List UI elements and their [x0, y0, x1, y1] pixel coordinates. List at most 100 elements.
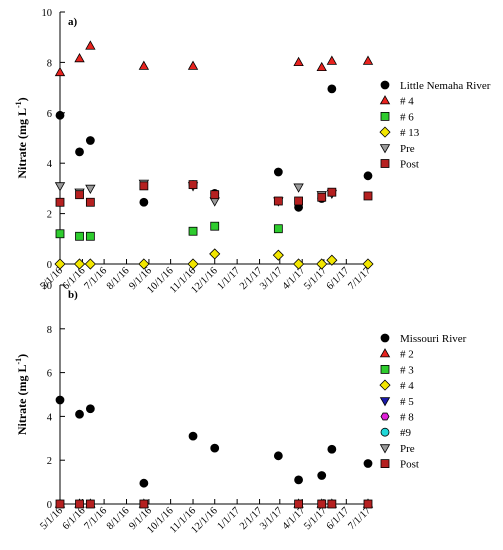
- legend-marker: [380, 459, 390, 469]
- legend-label: Pre: [400, 443, 415, 455]
- legend-label: # 8: [400, 412, 414, 424]
- legend-marker: [379, 126, 391, 138]
- legend-label: # 5: [400, 396, 414, 408]
- legend-label: Post: [400, 159, 419, 171]
- data-point: [55, 229, 65, 239]
- legend-label: Pre: [400, 143, 415, 155]
- x-tick-label: 7/1/16: [82, 265, 109, 292]
- data-point: [85, 197, 95, 207]
- series-3: [54, 248, 374, 270]
- x-tick-label: 3/1/17: [258, 265, 285, 292]
- data-point: [187, 60, 199, 70]
- x-tick-label: 4/1/17: [281, 265, 308, 292]
- y-tick-label: 0: [47, 260, 52, 271]
- legend-marker: [379, 379, 391, 391]
- data-point: [293, 183, 304, 193]
- legend-label: #9: [400, 427, 412, 439]
- x-tick-label: 1/1/17: [215, 505, 242, 532]
- x-tick-label: 5/1/17: [302, 265, 329, 292]
- legend-label: # 13: [400, 127, 420, 139]
- data-point: [363, 459, 373, 468]
- y-tick-label: 10: [42, 8, 53, 19]
- data-point: [139, 197, 149, 207]
- y-tick-label: 4: [47, 159, 53, 170]
- legend-label: # 6: [400, 111, 414, 123]
- data-point: [293, 56, 304, 66]
- data-point: [188, 431, 198, 441]
- data-point: [317, 192, 327, 202]
- x-tick-label: 6/1/17: [325, 505, 352, 532]
- data-point: [85, 136, 95, 145]
- data-point: [316, 61, 327, 72]
- x-tick-label: 6/1/17: [325, 265, 352, 292]
- data-point: [363, 171, 373, 181]
- x-tick-label: 8/1/16: [105, 505, 132, 532]
- y-tick-label: 2: [47, 456, 52, 467]
- data-point: [85, 404, 95, 414]
- x-tick-label: 8/1/16: [105, 265, 132, 292]
- x-tick-label: 7/1/17: [346, 505, 373, 532]
- legend: Little Nemaha River # 4 # 6 # 13 Pre Post: [379, 80, 491, 171]
- data-point: [317, 499, 327, 509]
- data-point: [55, 395, 65, 405]
- data-point: [139, 181, 149, 191]
- panel-label: b): [68, 289, 78, 301]
- data-point: [138, 258, 150, 270]
- data-point: [54, 182, 66, 192]
- chart-panel-b: 02468105/1/166/1/167/1/168/1/169/1/1610/…: [14, 281, 467, 536]
- legend-label: Post: [400, 459, 419, 471]
- data-point: [317, 471, 327, 480]
- data-point: [73, 258, 86, 270]
- data-point: [85, 184, 96, 195]
- legend-label: Little Nemaha River: [400, 80, 491, 92]
- series-5: [55, 180, 373, 207]
- y-tick-label: 8: [47, 325, 52, 336]
- y-axis-title: Nitrate (mg L-1): [14, 97, 29, 178]
- data-point: [327, 187, 337, 197]
- legend-marker: [379, 348, 391, 358]
- legend-marker: [380, 364, 390, 374]
- panel-label: a): [68, 16, 78, 28]
- legend-marker: [380, 159, 390, 168]
- series-1: [54, 40, 374, 77]
- data-point: [54, 258, 66, 270]
- data-point: [55, 499, 65, 509]
- x-tick-label: 3/1/17: [258, 505, 285, 532]
- data-point: [293, 258, 305, 270]
- legend-marker: [379, 144, 391, 154]
- legend-marker: [380, 333, 390, 343]
- data-point: [138, 60, 150, 70]
- data-point: [85, 499, 95, 509]
- data-point: [316, 258, 328, 270]
- data-point: [188, 180, 198, 190]
- data-point: [273, 224, 283, 234]
- data-point: [188, 226, 198, 236]
- legend-label: # 4: [400, 380, 414, 392]
- series-2: [55, 221, 283, 241]
- data-point: [55, 110, 65, 120]
- data-point: [210, 221, 220, 231]
- data-point: [210, 190, 220, 200]
- x-tick-label: 1/1/17: [215, 265, 242, 292]
- data-point: [363, 191, 373, 201]
- legend-marker: [380, 427, 390, 437]
- legend-label: # 3: [400, 364, 414, 376]
- data-point: [362, 258, 374, 270]
- data-point: [75, 499, 84, 509]
- data-point: [75, 147, 84, 157]
- x-tick-label: 4/1/17: [281, 505, 308, 532]
- y-minor-tick-spacer: [60, 0, 63, 12]
- y-tick-label: 0: [47, 500, 52, 511]
- data-point: [54, 66, 66, 77]
- y-axis-title: Nitrate (mg L-1): [14, 354, 29, 435]
- data-point: [327, 499, 337, 509]
- legend-marker: [380, 80, 390, 90]
- legend-label: # 4: [400, 96, 414, 108]
- data-point: [273, 196, 283, 206]
- y-tick-label: 8: [47, 58, 52, 69]
- data-point: [327, 444, 337, 454]
- legend: Missouri River # 2 # 3 # 4 # 5 # 8 #9 Pre Post: [379, 333, 467, 471]
- data-point: [294, 196, 303, 206]
- legend-label: Missouri River: [400, 333, 467, 345]
